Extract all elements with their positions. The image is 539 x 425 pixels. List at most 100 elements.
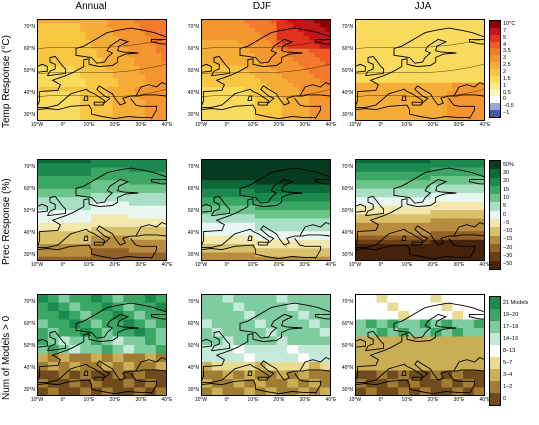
lat-tick-label: 50°N <box>187 68 199 74</box>
lat-tick-label: 70°N <box>341 299 353 305</box>
colorbar-label: 50% <box>503 161 515 168</box>
colorbar-label: −20 <box>503 244 513 251</box>
lon-tick-label: 40°E <box>161 122 173 128</box>
lon-tick-label: 40°E <box>161 262 173 268</box>
colorbar-prec <box>489 160 501 270</box>
lat-tick-label: 50°N <box>187 208 199 214</box>
colorbar-label: 3 <box>503 55 507 62</box>
lon-tick-label: 10°W <box>348 262 362 268</box>
colorbar-label: 1.5 <box>503 75 511 82</box>
colorbar-label: −10 <box>503 228 513 235</box>
lon-tick-label: 10°E <box>247 122 259 128</box>
lon-tick-label: 10°W <box>194 122 208 128</box>
colorbar-label: 17–18 <box>503 323 519 330</box>
lat-tick-label: 30°N <box>341 387 353 393</box>
colorbar-label: 5–7 <box>503 359 513 366</box>
lat-tick-label: 70°N <box>341 164 353 170</box>
lon-tick-label: 10°E <box>83 262 95 268</box>
colorbar-label: −30 <box>503 253 513 260</box>
lon-tick-label: 40°E <box>161 397 173 403</box>
lon-tick-label: 0° <box>224 122 230 128</box>
lat-tick-label: 60°N <box>187 321 199 327</box>
lon-tick-label: 20°E <box>109 397 121 403</box>
lat-tick-label: 60°N <box>341 321 353 327</box>
colorbar-label: 3.5 <box>503 48 511 55</box>
lon-tick-label: 30°E <box>299 262 311 268</box>
colorbar-label: 0.5 <box>503 89 511 96</box>
colorbar-label: 1–2 <box>503 383 513 390</box>
lat-tick-label: 40°N <box>187 365 199 371</box>
lon-tick-label: 0° <box>224 262 230 268</box>
lon-tick-label: 20°E <box>273 122 285 128</box>
lon-tick-label: 0° <box>60 122 66 128</box>
lon-tick-label: 10°W <box>348 122 362 128</box>
lon-tick-label: 30°E <box>135 262 147 268</box>
lat-tick-label: 60°N <box>341 186 353 192</box>
lat-tick-label: 70°N <box>23 164 35 170</box>
lon-tick-label: 10°W <box>348 397 362 403</box>
lat-tick-label: 40°N <box>341 90 353 96</box>
lat-tick-label: 60°N <box>187 186 199 192</box>
row-label-prec: Prec Response (%) <box>1 178 12 265</box>
map-temp-djf <box>201 19 331 121</box>
lat-tick-label: 60°N <box>23 186 35 192</box>
lat-tick-label: 40°N <box>23 230 35 236</box>
lon-tick-label: 10°E <box>401 122 413 128</box>
lat-tick-label: 50°N <box>23 343 35 349</box>
lat-tick-label: 50°N <box>341 208 353 214</box>
lon-tick-label: 0° <box>60 262 66 268</box>
lat-tick-label: 30°N <box>23 252 35 258</box>
lon-tick-label: 20°E <box>273 397 285 403</box>
row-label-temp: Temp Response (°C) <box>1 35 12 128</box>
lon-tick-label: 20°E <box>427 262 439 268</box>
lon-tick-label: 40°E <box>479 262 491 268</box>
lat-tick-label: 40°N <box>341 230 353 236</box>
lat-tick-label: 40°N <box>23 90 35 96</box>
lon-tick-label: 10°W <box>30 122 44 128</box>
lon-tick-label: 30°E <box>453 262 465 268</box>
lon-tick-label: 10°W <box>194 262 208 268</box>
row-label-models: Num of Models > 0 <box>1 315 12 400</box>
colorbar-label: 21 Models <box>503 299 529 306</box>
lon-tick-label: 30°E <box>135 122 147 128</box>
lon-tick-label: 0° <box>224 397 230 403</box>
lat-tick-label: 30°N <box>187 252 199 258</box>
lat-tick-label: 40°N <box>187 230 199 236</box>
lon-tick-label: 30°E <box>299 122 311 128</box>
lon-tick-label: 40°E <box>325 262 337 268</box>
colorbar-label: 7 <box>503 27 507 34</box>
lat-tick-label: 50°N <box>341 68 353 74</box>
lon-tick-label: 0° <box>60 397 66 403</box>
lat-tick-label: 40°N <box>187 90 199 96</box>
lat-tick-label: 60°N <box>187 46 199 52</box>
lon-tick-label: 40°E <box>325 397 337 403</box>
lon-tick-label: 20°E <box>427 122 439 128</box>
lon-tick-label: 30°E <box>135 397 147 403</box>
colorbar-label: 1 <box>503 82 507 89</box>
colorbar-label: 8–13 <box>503 347 516 354</box>
map-prec-jja <box>355 159 485 261</box>
colorbar-label: 2.5 <box>503 62 511 69</box>
lat-tick-label: 40°N <box>341 365 353 371</box>
lat-tick-label: 60°N <box>23 321 35 327</box>
colorbar-label: 3–4 <box>503 371 513 378</box>
lat-tick-label: 60°N <box>23 46 35 52</box>
lon-tick-label: 10°W <box>194 397 208 403</box>
lat-tick-label: 60°N <box>341 46 353 52</box>
colorbar-label: 19–20 <box>503 311 519 318</box>
lat-tick-label: 70°N <box>23 299 35 305</box>
lat-tick-label: 50°N <box>23 208 35 214</box>
lon-tick-label: 20°E <box>109 262 121 268</box>
colorbar-label: 4 <box>503 41 507 48</box>
lat-tick-label: 70°N <box>187 164 199 170</box>
lat-tick-label: 70°N <box>23 24 35 30</box>
lat-tick-label: 30°N <box>187 387 199 393</box>
colorbar-label: 10 <box>503 194 510 201</box>
lat-tick-label: 70°N <box>341 24 353 30</box>
lat-tick-label: 30°N <box>23 387 35 393</box>
lon-tick-label: 30°E <box>299 397 311 403</box>
lon-tick-label: 40°E <box>479 397 491 403</box>
colorbar-label: −1 <box>503 110 510 117</box>
lon-tick-label: 40°E <box>479 122 491 128</box>
column-title-annual: Annual <box>75 1 107 12</box>
